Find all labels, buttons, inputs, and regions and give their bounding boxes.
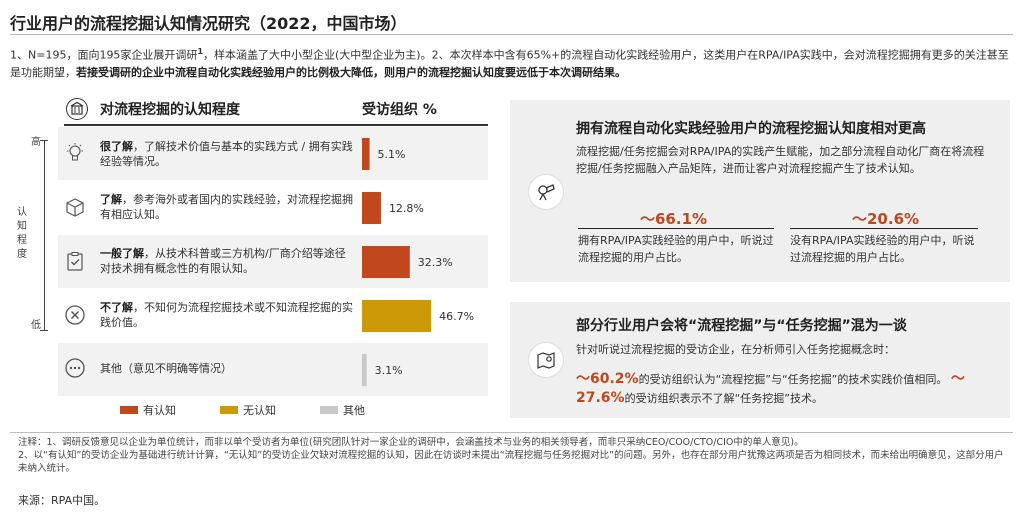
bar-4 [362,300,432,332]
bar-2 [362,192,381,224]
legend-item-aware: 有认知 [120,402,176,418]
intro-part2: ，样本涵盖了大中小型企业(大中型企业为主)。2、本次样本中含有65%+的流程自动… [10,48,1009,79]
card1-stat1-text: 拥有RPA/IPA实践经验的用户中，听说过流程挖掘的用户占比。 [578,234,774,264]
row-band-2 [58,180,488,235]
row-text-3: 一般了解，从技术科普或三方机构/厂商介绍等途径对技术拥有概念性的有限认知。 [100,247,346,275]
card1-icon-wrap [528,174,564,210]
card2-text2: 的受访组织表示不了解“任务挖掘”技术。 [624,392,823,405]
scale-top-label: 高 [31,137,41,148]
x-circle-icon [65,305,85,325]
telescope-icon [538,184,555,201]
bar-label-1: 5.1% [378,148,406,161]
bar-label-2: 12.8% [389,202,424,215]
legend-swatch [120,406,138,414]
dots-circle-icon [65,358,85,378]
chart-legend: 有认知 无认知 其他 [120,402,450,420]
card2-value2: ～27.6% [576,371,965,406]
box-icon [66,198,84,217]
legend-label: 有认知 [143,404,176,417]
intro-superscript: 1 [197,47,204,56]
scale-axis-line [44,140,45,330]
row-band-3 [58,235,488,288]
scale-axis-cap-top [40,140,48,141]
lightbulb-icon [67,143,83,161]
card1-text: 流程挖掘/任务挖掘会对RPA/IPA的实践产生赋能，加之部分流程自动化厂商在将流… [576,145,985,175]
card-experience [510,100,1010,282]
card1-stat2-text: 没有RPA/IPA实践经验的用户中，听说过流程挖掘的用户占比。 [790,234,975,264]
bar-label-3: 32.3% [418,256,453,269]
card2-title: 部分行业用户会将“流程挖掘”与“任务挖掘”混为一谈 [576,318,907,334]
chart-column-title: 受访组织 % [362,102,437,118]
footnote-line1: 注释：1、调研反馈意见以企业为单位统计，而非以单个受访者为单位(研究团队针对一家… [18,437,804,448]
bar-3 [362,246,410,278]
bar-chart: 5.1% 12.8% 32.3% 46.7% 3.1% [362,138,474,386]
row-text-5: 其他（意见不明确等情况） [100,362,232,375]
row-text-4: 不了解，不知何为流程挖掘技术或不知流程挖掘的实践价值。 [100,301,353,329]
source-text: 来源：RPA中国。 [18,494,106,507]
map-pin-icon [537,352,555,369]
card2-icon-wrap [528,342,564,378]
scale-bottom-label: 低 [31,320,41,331]
scale-axis-cap-bottom [40,330,48,331]
bar-5 [362,354,367,386]
legend-label: 其他 [343,404,365,417]
bar-label-5: 3.1% [375,364,403,377]
chart-header-rule [64,124,488,126]
row-text-2: 了解，参考海外或者国内的实践经验，对流程挖掘拥有相应认知。 [100,193,353,221]
note-divider [10,432,1013,433]
footnote-line2: 2、以“有认知”的受访企业为基础进行统计计算，“无认知”的受访企业欠缺对流程挖掘… [18,450,1004,474]
legend-item-other: 其他 [320,402,365,418]
intro-part1: 1、N=195，面向195家企业展开调研 [10,48,198,62]
card2-body: ～60.2%的受访组织认为“流程挖掘”与“任务挖掘”的技术实践价值相同。 ～27… [576,370,996,408]
scale-axis-title: 认知程度 [17,207,27,260]
row-text-1: 很了解，了解技术价值与基本的实践方式 / 拥有实践经验等情况。 [100,140,353,168]
card1-stat2-value: ～20.6% [852,210,920,228]
footnote: 注释：1、调研反馈意见以企业为单位统计，而非以单个受访者为单位(研究团队针对一家… [18,436,1013,475]
chart-title: 对流程挖掘的认知程度 [100,102,240,118]
intro-text: 1、N=195，面向195家企业展开调研1，样本涵盖了大中小型企业(大中型企业为… [10,43,1015,81]
card1-stat2-rule [790,228,978,229]
card2-text1: 的受访组织认为“流程挖掘”与“任务挖掘”的技术实践价值相同。 [638,373,948,386]
card-confusion [510,302,1010,418]
bar-1 [362,138,370,170]
card1-stat1-value: ～66.1% [640,210,708,228]
clipboard-check-icon [67,252,83,271]
card1-title: 拥有流程自动化实践经验用户的流程挖掘认知度相对更高 [576,121,926,137]
building-icon [66,98,88,120]
card2-text: 针对听说过流程挖掘的受访企业，在分析师引入任务挖掘概念时： [576,343,895,356]
row-band-5 [58,343,488,396]
bar-label-4: 46.7% [439,310,474,323]
row-band-1 [58,127,488,180]
card2-value1: ～60.2% [576,371,639,387]
card1-stat1-rule [578,228,774,229]
legend-swatch [320,406,338,414]
page-title: 行业用户的流程挖掘认知情况研究（2022，中国市场） [10,14,407,33]
legend-swatch [220,406,238,414]
title-divider [10,34,1013,35]
legend-item-unaware: 无认知 [220,402,276,418]
intro-bold: 若接受调研的企业中流程自动化实践经验用户的比例极大降低，则用户的流程挖掘认知度要… [76,65,626,79]
legend-label: 无认知 [243,404,276,417]
